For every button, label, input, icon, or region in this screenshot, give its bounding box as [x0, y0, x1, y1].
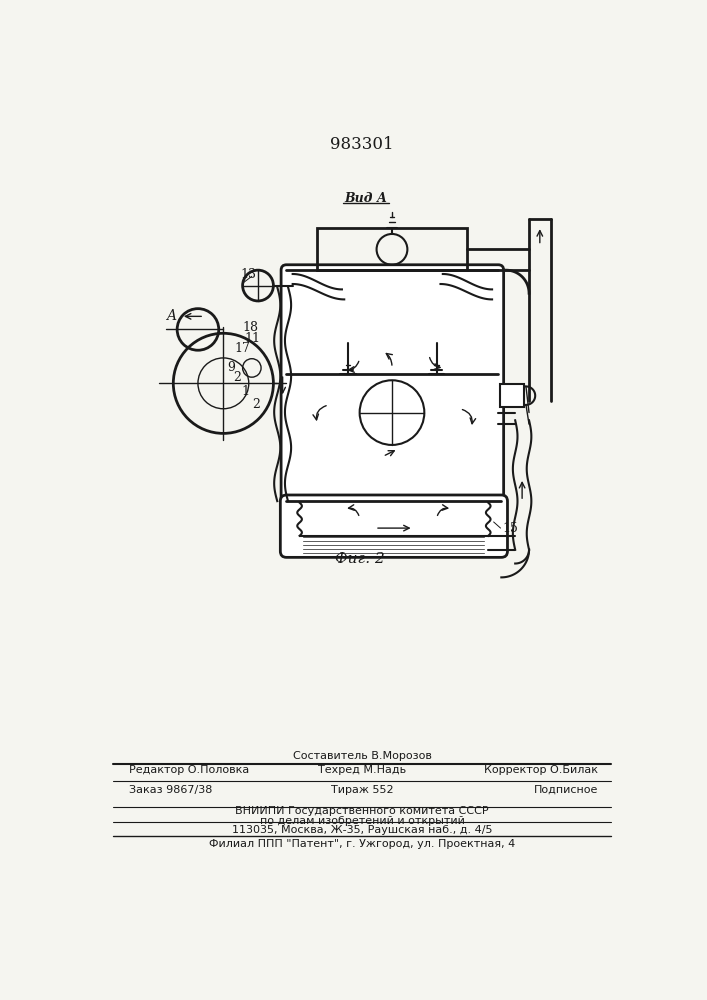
FancyBboxPatch shape: [281, 495, 508, 557]
Text: Редактор О.Половка: Редактор О.Половка: [129, 765, 249, 775]
Text: 113035, Москва, Ж-35, Раушская наб., д. 4/5: 113035, Москва, Ж-35, Раушская наб., д. …: [232, 825, 492, 835]
Text: 15: 15: [502, 522, 518, 535]
Text: Фиг. 2: Фиг. 2: [335, 552, 385, 566]
Text: A: A: [166, 309, 176, 323]
Text: Вид А: Вид А: [344, 192, 387, 205]
Text: Тираж 552: Тираж 552: [331, 785, 393, 795]
Text: по делам изобретений и открытий: по делам изобретений и открытий: [259, 816, 464, 826]
Text: Техред М.Надь: Техред М.Надь: [318, 765, 406, 775]
Text: Составитель В.Морозов: Составитель В.Морозов: [293, 751, 431, 761]
Text: Заказ 9867/38: Заказ 9867/38: [129, 785, 212, 795]
Text: ВНИИПИ Государственного комитета СССР: ВНИИПИ Государственного комитета СССР: [235, 806, 489, 816]
Text: 983301: 983301: [330, 136, 394, 153]
Text: Подписное: Подписное: [534, 785, 598, 795]
FancyBboxPatch shape: [281, 265, 503, 507]
Text: 11: 11: [244, 332, 260, 345]
Text: Филиал ППП "Патент", г. Ужгород, ул. Проектная, 4: Филиал ППП "Патент", г. Ужгород, ул. Про…: [209, 839, 515, 849]
Bar: [317, 228, 467, 270]
Text: 9: 9: [227, 361, 235, 374]
Text: 18: 18: [243, 321, 259, 334]
Text: 2: 2: [233, 371, 241, 384]
Text: 17: 17: [235, 342, 251, 355]
Text: 2: 2: [252, 398, 259, 411]
Text: Корректор О.Билак: Корректор О.Билак: [484, 765, 598, 775]
Text: 13: 13: [240, 267, 257, 280]
Text: 1: 1: [241, 385, 249, 398]
Bar: [500, 384, 525, 407]
